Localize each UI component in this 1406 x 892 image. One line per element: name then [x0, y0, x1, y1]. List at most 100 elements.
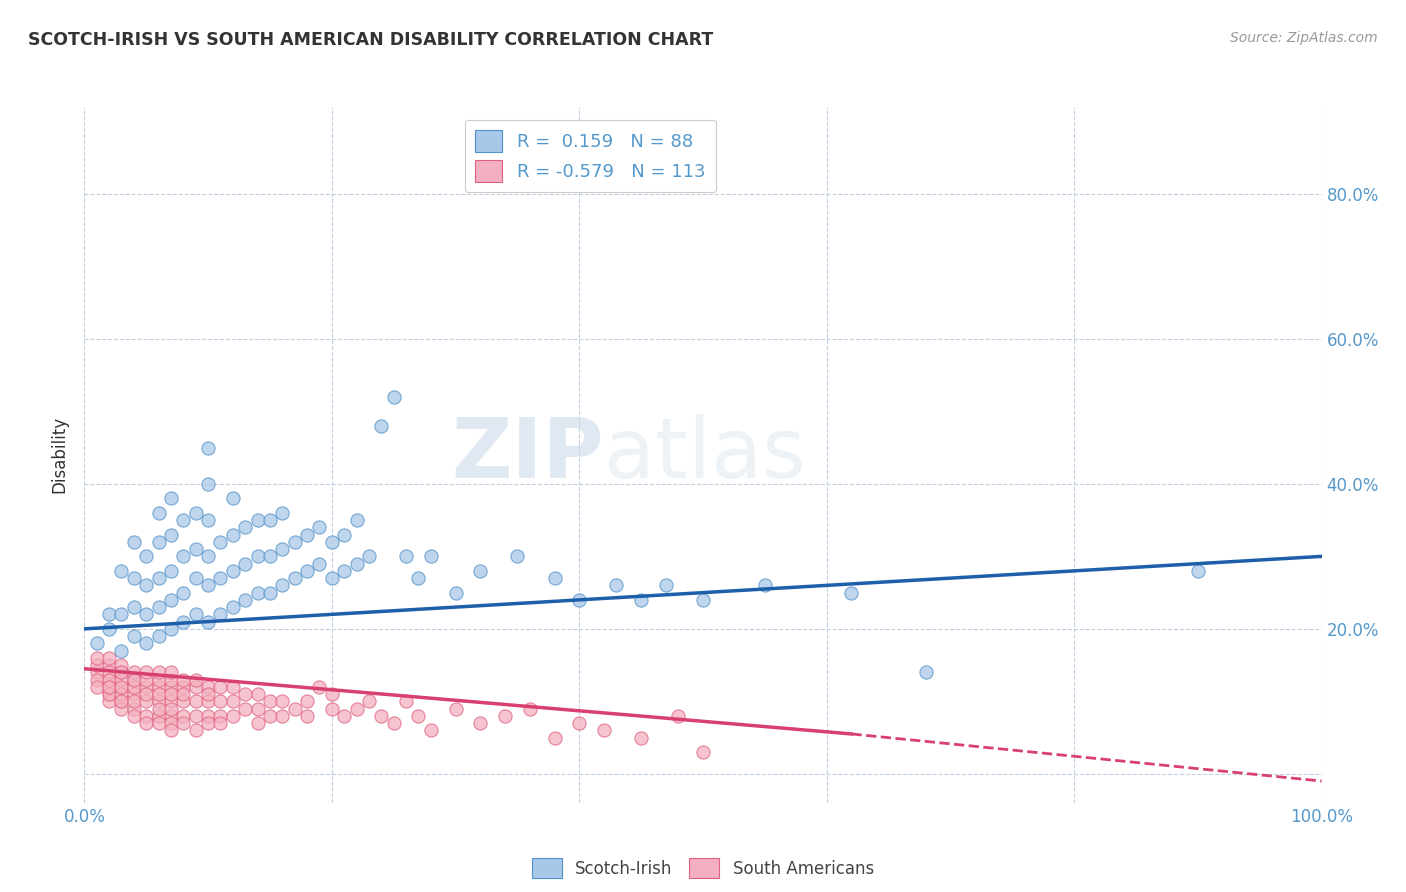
Point [222, 564, 245, 578]
Text: Source: ZipAtlas.com: Source: ZipAtlas.com [1230, 31, 1378, 45]
Point [110, 701, 132, 715]
Point [295, 708, 318, 723]
Point [98, 680, 121, 694]
Point [197, 708, 219, 723]
Point [382, 390, 405, 404]
Point [692, 592, 714, 607]
Point [98, 665, 121, 680]
Point [98, 607, 121, 622]
Point [246, 701, 269, 715]
Point [246, 513, 269, 527]
Point [86, 658, 108, 673]
Point [568, 716, 591, 731]
Point [271, 694, 294, 708]
Point [135, 673, 157, 687]
Point [122, 629, 145, 643]
Point [110, 680, 132, 694]
Point [284, 535, 307, 549]
Point [519, 701, 541, 715]
Point [246, 549, 269, 564]
Point [98, 622, 121, 636]
Point [630, 731, 652, 745]
Point [754, 578, 776, 592]
Point [470, 716, 492, 731]
Point [222, 680, 245, 694]
Point [184, 607, 207, 622]
Point [135, 694, 157, 708]
Point [86, 665, 108, 680]
Point [209, 680, 232, 694]
Point [655, 578, 678, 592]
Point [494, 708, 516, 723]
Point [333, 527, 356, 541]
Point [666, 708, 689, 723]
Point [98, 651, 121, 665]
Point [160, 622, 183, 636]
Legend: Scotch-Irish, South Americans: Scotch-Irish, South Americans [526, 851, 880, 885]
Point [98, 673, 121, 687]
Point [295, 694, 318, 708]
Point [86, 651, 108, 665]
Point [148, 571, 170, 585]
Point [135, 549, 157, 564]
Point [271, 708, 294, 723]
Point [271, 506, 294, 520]
Point [605, 578, 627, 592]
Point [197, 694, 219, 708]
Point [321, 571, 343, 585]
Point [209, 607, 232, 622]
Point [209, 571, 232, 585]
Point [197, 513, 219, 527]
Point [172, 549, 194, 564]
Point [148, 629, 170, 643]
Point [419, 549, 441, 564]
Point [160, 527, 183, 541]
Point [506, 549, 529, 564]
Point [122, 673, 145, 687]
Point [197, 441, 219, 455]
Point [148, 687, 170, 701]
Text: atlas: atlas [605, 415, 806, 495]
Point [408, 708, 430, 723]
Point [172, 708, 194, 723]
Point [209, 694, 232, 708]
Point [148, 694, 170, 708]
Point [184, 723, 207, 738]
Point [122, 687, 145, 701]
Point [172, 585, 194, 599]
Point [222, 708, 245, 723]
Point [321, 687, 343, 701]
Point [346, 557, 368, 571]
Point [160, 701, 183, 715]
Point [86, 636, 108, 650]
Point [419, 723, 441, 738]
Point [184, 673, 207, 687]
Point [160, 592, 183, 607]
Point [444, 701, 467, 715]
Point [184, 542, 207, 557]
Point [172, 615, 194, 629]
Point [692, 745, 714, 759]
Point [284, 571, 307, 585]
Point [197, 476, 219, 491]
Point [259, 708, 281, 723]
Point [110, 687, 132, 701]
Point [148, 535, 170, 549]
Point [148, 673, 170, 687]
Point [184, 506, 207, 520]
Point [148, 701, 170, 715]
Point [160, 665, 183, 680]
Point [110, 643, 132, 657]
Point [295, 527, 318, 541]
Point [209, 708, 232, 723]
Point [110, 673, 132, 687]
Point [184, 708, 207, 723]
Point [122, 535, 145, 549]
Point [172, 694, 194, 708]
Point [246, 687, 269, 701]
Point [122, 571, 145, 585]
Point [197, 716, 219, 731]
Point [122, 694, 145, 708]
Point [172, 513, 194, 527]
Point [370, 419, 392, 434]
